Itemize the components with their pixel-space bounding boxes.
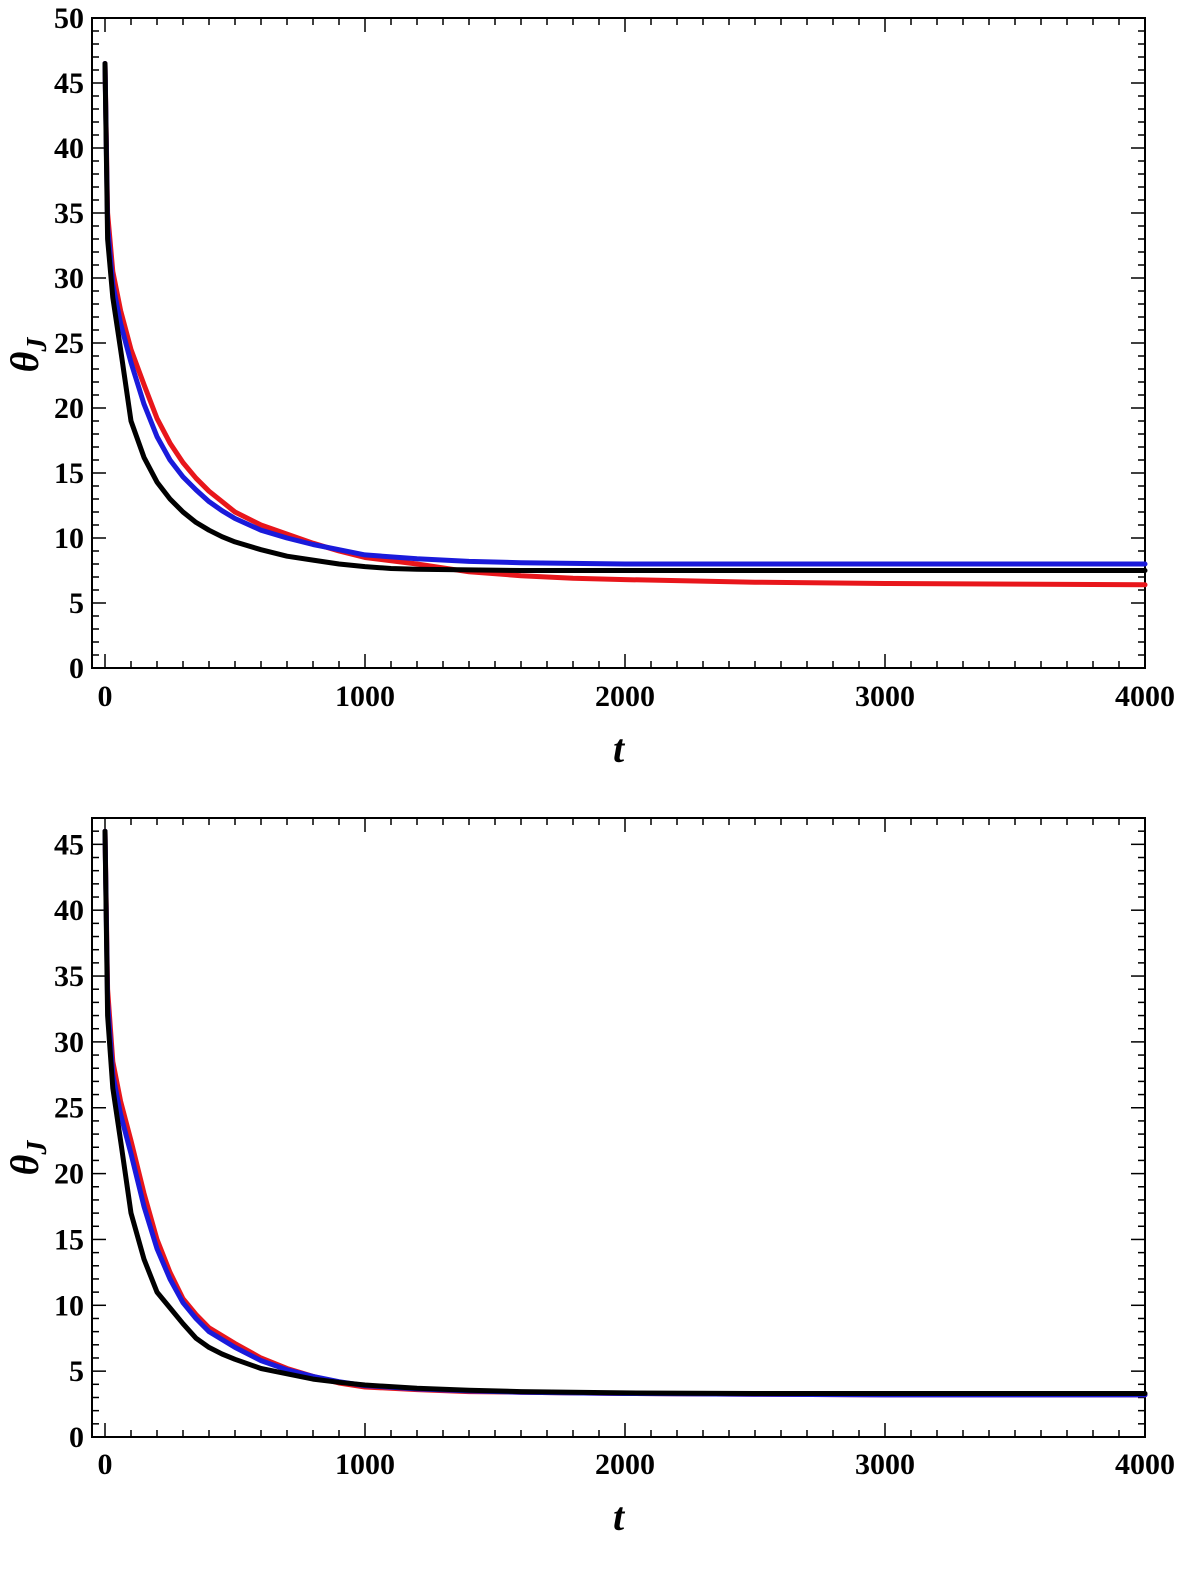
y-tick-label: 30 bbox=[54, 1026, 84, 1059]
x-tick-label: 0 bbox=[98, 680, 113, 713]
series-line-2 bbox=[102, 828, 1148, 1398]
x-axis-title: t bbox=[613, 726, 626, 771]
y-tick-label: 20 bbox=[54, 392, 84, 425]
y-tick-label: 10 bbox=[54, 522, 84, 555]
x-tick-label: 3000 bbox=[855, 680, 915, 713]
y-axis-title: θJ bbox=[2, 337, 53, 373]
x-tick-label: 4000 bbox=[1115, 680, 1175, 713]
series-line-3 bbox=[102, 61, 1148, 573]
y-tick-label: 30 bbox=[54, 262, 84, 295]
y-tick-label: 20 bbox=[54, 1158, 84, 1191]
y-axis-symbol: θ bbox=[2, 351, 47, 372]
x-tick-label: 2000 bbox=[595, 680, 655, 713]
y-tick-label: 5 bbox=[69, 587, 84, 620]
y-tick-label: 40 bbox=[54, 132, 84, 165]
y-tick-label: 10 bbox=[54, 1289, 84, 1322]
x-tick-label: 2000 bbox=[595, 1448, 655, 1481]
y-axis-title: θJ bbox=[2, 1140, 53, 1176]
plot-frame bbox=[91, 817, 1146, 1438]
chart-panel-2: 0 1000 2000 3000 4000 0 5 10 15 20 25 30 35 40 45 t θJ bbox=[2, 817, 1175, 1539]
y-tick-label: 15 bbox=[54, 457, 84, 490]
y-tick-label: 40 bbox=[54, 894, 84, 927]
y-axis-subscript: J bbox=[22, 337, 53, 353]
x-tick-label: 3000 bbox=[855, 1448, 915, 1481]
y-tick-label: 45 bbox=[54, 67, 84, 100]
series-line-2 bbox=[102, 61, 1148, 567]
series-line-1 bbox=[102, 828, 1148, 1398]
y-tick-label: 0 bbox=[69, 1421, 84, 1454]
y-tick-label: 45 bbox=[54, 828, 84, 861]
series-line-1 bbox=[102, 61, 1148, 588]
chart-panel-1: 0 1000 2000 3000 4000 0 5 10 15 20 25 30 35 40 45 50 t θJ bbox=[2, 2, 1175, 771]
y-tick-label: 5 bbox=[69, 1355, 84, 1388]
x-axis-title: t bbox=[613, 1494, 626, 1539]
y-tick-label: 50 bbox=[54, 2, 84, 35]
x-tick-label: 1000 bbox=[335, 1448, 395, 1481]
y-axis-symbol: θ bbox=[2, 1154, 47, 1175]
y-tick-label: 35 bbox=[54, 197, 84, 230]
y-tick-label: 35 bbox=[54, 960, 84, 993]
y-tick-label: 15 bbox=[54, 1223, 84, 1256]
y-tick-label: 25 bbox=[54, 1092, 84, 1125]
y-tick-label: 25 bbox=[54, 327, 84, 360]
x-tick-label: 0 bbox=[98, 1448, 113, 1481]
x-tick-label: 4000 bbox=[1115, 1448, 1175, 1481]
y-tick-label: 0 bbox=[69, 652, 84, 685]
x-tick-label: 1000 bbox=[335, 680, 395, 713]
series-line-3 bbox=[102, 828, 1148, 1396]
y-axis-subscript: J bbox=[22, 1140, 53, 1156]
